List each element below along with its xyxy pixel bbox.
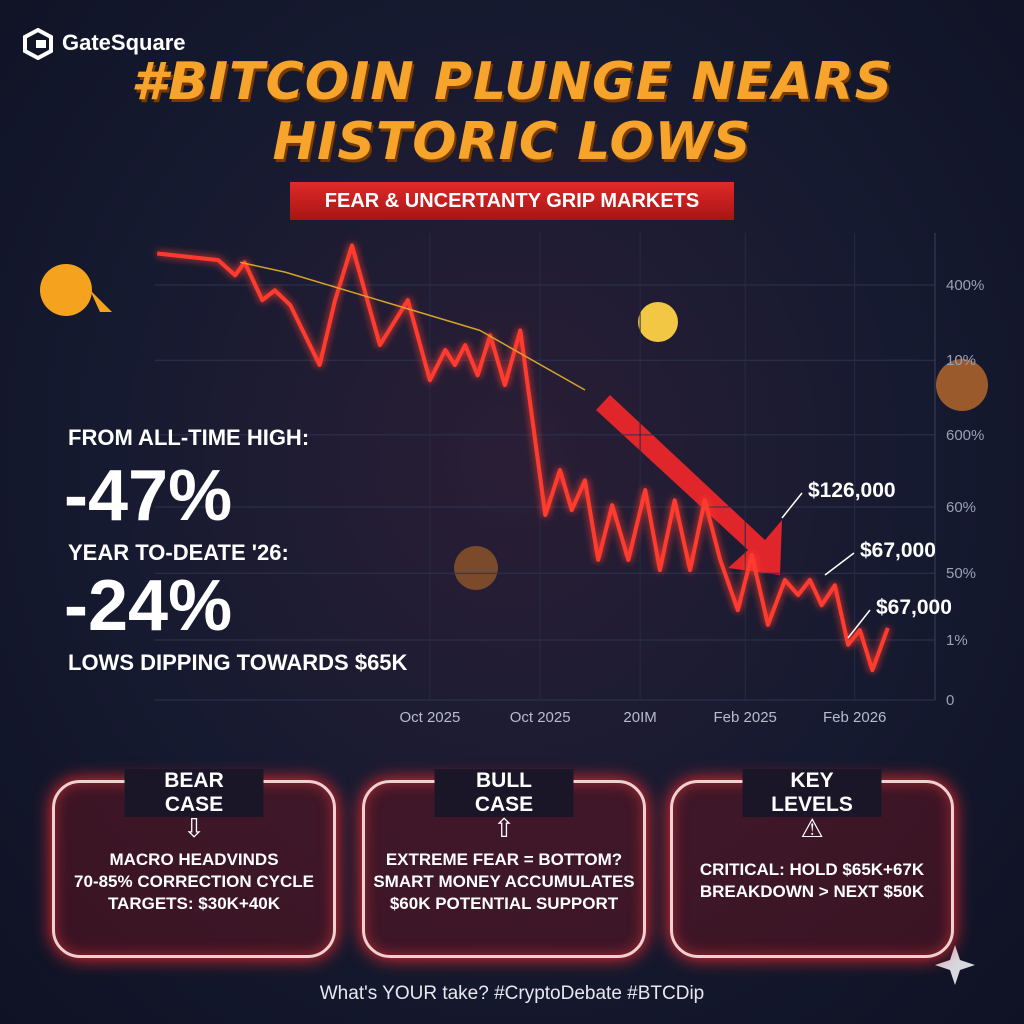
- title-line: #BITCOIN PLUNGE NEARS: [130, 52, 894, 112]
- annotation-leader: [824, 552, 855, 576]
- annotation: $67,000: [860, 539, 936, 562]
- card-icon: ⚠: [800, 813, 824, 843]
- line-series: [156, 243, 890, 673]
- y-tick-label: 60%: [946, 499, 976, 516]
- brand: GateSquare: [62, 30, 186, 55]
- bear-icon: [454, 546, 498, 590]
- card-title: BULL CASE: [434, 769, 574, 817]
- line-series: [240, 261, 586, 391]
- card-line: $60K POTENTIAL SUPPORT: [389, 894, 619, 913]
- card-title: BEAR CASE: [124, 769, 264, 817]
- card-line: EXTREME FEAR = BOTTOM?: [385, 850, 623, 869]
- card-line: CRITICAL: HOLD $65K+67K: [699, 860, 925, 879]
- y-tick-label: 600%: [946, 427, 984, 444]
- card-line: MACRO HEADVINDS: [109, 850, 279, 869]
- stat-value: -47%: [64, 456, 233, 536]
- y-tick-label: 400%: [946, 277, 984, 294]
- cursor-icon: [90, 290, 112, 312]
- x-tick-label: Feb 2026: [823, 709, 886, 726]
- stat-note: LOWS DIPPING TOWARDS $65K: [68, 650, 408, 675]
- card-line: SMART MONEY ACCUMULATES: [373, 872, 635, 891]
- bear-icon: [936, 359, 988, 411]
- footer: What's YOUR take? #CryptoDebate #BTCDip: [319, 983, 705, 1004]
- annotation: $67,000: [876, 596, 952, 619]
- case-card: BEAR CASE ⇩ MACRO HEADVINDS 70-85% CORRECTI…: [52, 769, 336, 958]
- y-tick-label: 1%: [946, 632, 968, 649]
- annotation: $126,000: [808, 479, 896, 502]
- subtitle-banner: FEAR & UNCERTANTY GRIP MARKETS: [290, 182, 734, 220]
- title-line: HISTORIC LOWS: [272, 112, 752, 172]
- logo: [23, 28, 53, 60]
- card-line: TARGETS: $30K+40K: [107, 894, 281, 913]
- stat-value: -24%: [64, 566, 233, 646]
- card-line: 70-85% CORRECTION CYCLE: [74, 872, 314, 891]
- annotation-leader: [781, 492, 803, 519]
- annotation-leader: [847, 609, 871, 639]
- x-tick-label: Oct 2025: [510, 709, 571, 726]
- y-tick-label: 0: [946, 692, 954, 709]
- y-tick-label: 10%: [946, 352, 976, 369]
- stat-label: FROM ALL-TIME HIGH:: [68, 425, 310, 450]
- x-tick-label: Oct 2025: [399, 709, 460, 726]
- card-title: KEY LEVELS: [742, 769, 882, 817]
- trend-arrow: [596, 395, 782, 575]
- case-card: KEY LEVELS ⚠ CRITICAL: HOLD $65K+67K BREAKD…: [670, 769, 954, 958]
- case-card: BULL CASE ⇧ EXTREME FEAR = BOTTOM? SMART MO…: [362, 769, 646, 958]
- card-line: BREAKDOWN > NEXT $50K: [699, 882, 925, 901]
- bitcoin-icon: [40, 264, 92, 316]
- x-tick-label: Feb 2025: [714, 709, 777, 726]
- y-tick-label: 50%: [946, 565, 976, 582]
- emoji: [638, 302, 678, 342]
- x-tick-label: 20IM: [623, 709, 656, 726]
- card-icon: ⇧: [493, 813, 515, 843]
- sparkle: [935, 945, 975, 985]
- card-icon: ⇩: [183, 813, 205, 843]
- stat-label: YEAR TO-DEATE '26:: [68, 540, 289, 565]
